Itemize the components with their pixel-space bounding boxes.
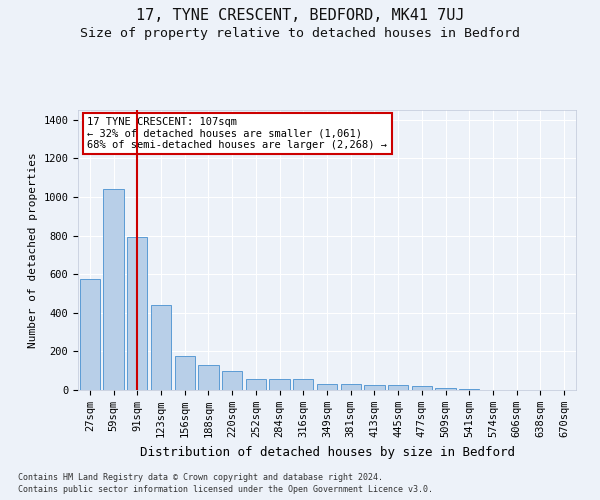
Bar xyxy=(80,279,100,390)
Bar xyxy=(127,238,148,390)
Bar xyxy=(412,386,432,390)
Bar xyxy=(199,365,218,390)
Text: 17, TYNE CRESCENT, BEDFORD, MK41 7UJ: 17, TYNE CRESCENT, BEDFORD, MK41 7UJ xyxy=(136,8,464,22)
Text: 17 TYNE CRESCENT: 107sqm
← 32% of detached houses are smaller (1,061)
68% of sem: 17 TYNE CRESCENT: 107sqm ← 32% of detach… xyxy=(88,117,388,150)
Text: Contains HM Land Registry data © Crown copyright and database right 2024.: Contains HM Land Registry data © Crown c… xyxy=(18,472,383,482)
Bar xyxy=(317,384,337,390)
Bar xyxy=(364,385,385,390)
Y-axis label: Number of detached properties: Number of detached properties xyxy=(28,152,38,348)
Bar xyxy=(436,388,455,390)
Bar xyxy=(293,380,313,390)
Text: Size of property relative to detached houses in Bedford: Size of property relative to detached ho… xyxy=(80,28,520,40)
Text: Contains public sector information licensed under the Open Government Licence v3: Contains public sector information licen… xyxy=(18,485,433,494)
Bar xyxy=(269,380,290,390)
Bar xyxy=(222,370,242,390)
Bar xyxy=(459,389,479,390)
Bar xyxy=(341,384,361,390)
X-axis label: Distribution of detached houses by size in Bedford: Distribution of detached houses by size … xyxy=(139,446,515,458)
Bar xyxy=(151,305,171,390)
Bar xyxy=(246,380,266,390)
Bar xyxy=(103,189,124,390)
Bar xyxy=(175,356,195,390)
Bar xyxy=(388,385,408,390)
